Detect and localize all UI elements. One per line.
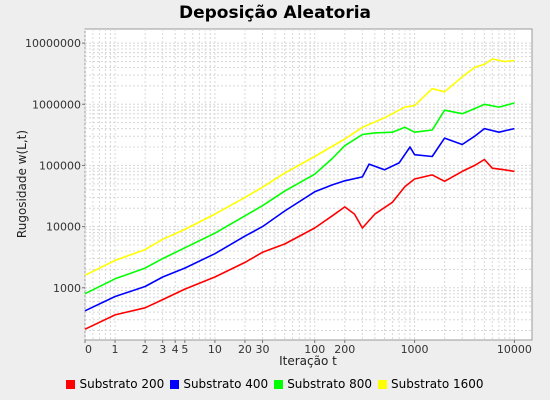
- legend: Substrato 200 Substrato 400 Substrato 800 S…: [0, 377, 550, 391]
- x-tick-label: 1: [112, 343, 119, 356]
- x-tick-label: 10: [208, 343, 222, 356]
- legend-swatch: [274, 379, 284, 389]
- x-tick-label: 3: [159, 343, 166, 356]
- series-line: [84, 58, 515, 277]
- legend-label: Substrato 1600: [391, 377, 484, 391]
- chart-title: Deposição Aleatoria: [178, 3, 372, 23]
- x-tick-label: 20: [238, 343, 252, 356]
- y-tick-label: 10000: [46, 221, 81, 234]
- x-axis-label: Iteração t: [279, 354, 337, 368]
- legend-item: Substrato 1600: [378, 377, 484, 391]
- y-tick-label: 1000: [53, 282, 81, 295]
- x-tick-label: 10000: [497, 343, 532, 356]
- legend-swatch: [378, 379, 388, 389]
- series-line: [84, 127, 515, 312]
- series-line: [84, 102, 515, 295]
- x-tick-label: 200: [334, 343, 355, 356]
- x-tick-label: 1000: [401, 343, 429, 356]
- x-tick-label: 100: [304, 343, 325, 356]
- y-tick-label: 100000: [39, 159, 81, 172]
- legend-swatch: [66, 379, 76, 389]
- x-tick-label: 30: [256, 343, 270, 356]
- y-tick-label: 1000000: [32, 98, 81, 111]
- y-axis-label: Rugosidade w(L,t): [15, 130, 29, 238]
- legend-swatch: [170, 379, 180, 389]
- legend-item: Substrato 200: [66, 377, 164, 391]
- legend-label: Substrato 400: [183, 377, 269, 391]
- legend-label: Substrato 200: [79, 377, 165, 391]
- y-tick-label: 10000000: [25, 37, 81, 50]
- x-tick-label: 2: [142, 343, 149, 356]
- legend-label: Substrato 800: [287, 377, 373, 391]
- legend-item: Substrato 400: [170, 377, 268, 391]
- x-tick-label: 0: [85, 343, 92, 356]
- series-line: [84, 158, 515, 330]
- x-tick-label: 5: [181, 343, 188, 356]
- x-tick-label: 4: [172, 343, 179, 356]
- legend-item: Substrato 800: [274, 377, 372, 391]
